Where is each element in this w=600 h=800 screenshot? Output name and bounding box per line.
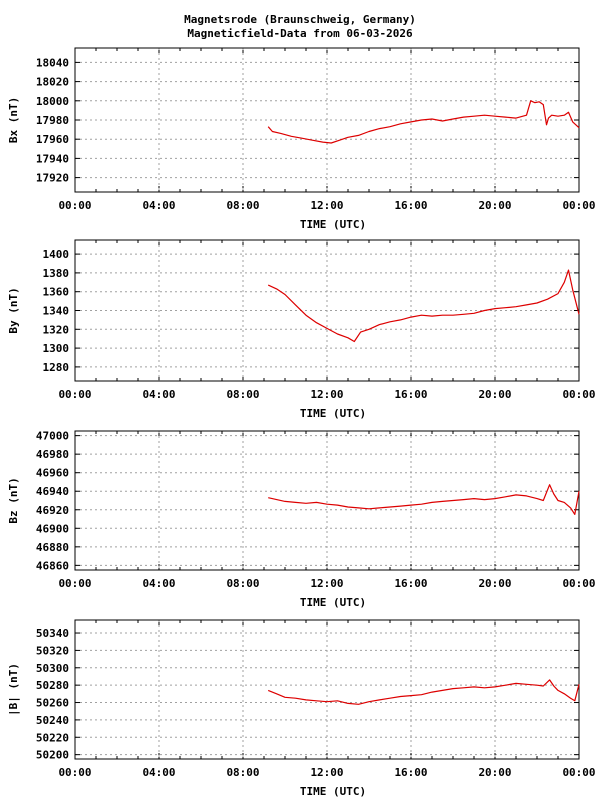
bx-series-line: [267, 100, 580, 144]
bx-xtick-label: 20:00: [478, 199, 511, 212]
bx-xtick-label: 16:00: [394, 199, 427, 212]
b-total-xtick-label: 16:00: [394, 766, 427, 779]
b-total-plot-frame: [74, 619, 580, 760]
bz-ytick-label: 46880: [36, 541, 69, 554]
bz-series-line: [268, 484, 580, 516]
b-total-series-line: [267, 679, 580, 705]
bx-xtick-label: 00:00: [58, 199, 91, 212]
b-total-xtick-label: 12:00: [310, 766, 343, 779]
bx-ytick-label: 17920: [36, 172, 69, 185]
bx-xtick-label: 08:00: [226, 199, 259, 212]
bx-ytick-label: 18020: [36, 76, 69, 89]
b-total-xaxis-label: TIME (UTC): [300, 785, 366, 798]
b-total-ytick-label: 50260: [36, 697, 69, 710]
by-xtick-label: 20:00: [478, 388, 511, 401]
bz-xtick-label: 04:00: [142, 577, 175, 590]
by-ytick-label: 1340: [43, 305, 70, 318]
b-total-xtick-label: 08:00: [226, 766, 259, 779]
b-total-xtick-label: 04:00: [142, 766, 175, 779]
bz-plot-frame: [74, 430, 580, 571]
bx-plot-frame: [74, 47, 580, 193]
by-ytick-label: 1400: [43, 248, 70, 261]
bz-xtick-label: 20:00: [478, 577, 511, 590]
bz-ytick-label: 46920: [36, 504, 69, 517]
bz-xtick-label: 12:00: [310, 577, 343, 590]
bx-yaxis-label: Bx (nT): [7, 97, 20, 143]
by-ytick-label: 1300: [43, 342, 70, 355]
bz-ytick-label: 46940: [36, 485, 69, 498]
by-xtick-label: 08:00: [226, 388, 259, 401]
bz-xaxis-label: TIME (UTC): [300, 596, 366, 609]
by-yaxis-label: By (nT): [7, 287, 20, 333]
by-ytick-label: 1320: [43, 323, 70, 336]
by-series-line: [267, 269, 580, 343]
bx-ytick-label: 18040: [36, 56, 69, 69]
bx-xtick-label: 04:00: [142, 199, 175, 212]
by-xtick-label: 00:00: [58, 388, 91, 401]
b-total-xtick-label: 20:00: [478, 766, 511, 779]
by-xtick-label: 12:00: [310, 388, 343, 401]
bx-xtick-label: 00:00: [562, 199, 595, 212]
bx-xaxis-label: TIME (UTC): [300, 218, 366, 231]
by-xtick-label: 00:00: [562, 388, 595, 401]
bz-xtick-label: 00:00: [562, 577, 595, 590]
chart-subtitle: Magneticfield-Data from 06-03-2026: [187, 27, 413, 40]
b-total-ytick-label: 50240: [36, 714, 69, 727]
b-total-xtick-label: 00:00: [58, 766, 91, 779]
b-total-yaxis-label: |B| (nT): [7, 663, 20, 716]
bx-ytick-label: 17960: [36, 133, 69, 146]
chart-title: Magnetsrode (Braunschweig, Germany): [184, 13, 416, 26]
by-xaxis-label: TIME (UTC): [300, 407, 366, 420]
by-ytick-label: 1380: [43, 267, 70, 280]
by-xtick-label: 16:00: [394, 388, 427, 401]
b-total-ytick-label: 50280: [36, 679, 69, 692]
by-xtick-label: 04:00: [142, 388, 175, 401]
bz-ytick-label: 47000: [36, 430, 69, 443]
b-total-ytick-label: 50340: [36, 627, 69, 640]
b-total-ytick-label: 50300: [36, 662, 69, 675]
bx-xtick-label: 12:00: [310, 199, 343, 212]
b-total-ytick-label: 50320: [36, 644, 69, 657]
bz-yaxis-label: Bz (nT): [7, 477, 20, 523]
by-plot-frame: [74, 239, 580, 382]
bz-ytick-label: 46980: [36, 448, 69, 461]
bx-ytick-label: 17940: [36, 152, 69, 165]
bz-ytick-label: 46860: [36, 559, 69, 572]
by-ytick-label: 1280: [43, 361, 70, 374]
bz-ytick-label: 46900: [36, 522, 69, 535]
bz-xtick-label: 16:00: [394, 577, 427, 590]
b-total-ytick-label: 50220: [36, 731, 69, 744]
bz-xtick-label: 08:00: [226, 577, 259, 590]
bx-ytick-label: 17980: [36, 114, 69, 127]
bz-ytick-label: 46960: [36, 467, 69, 480]
by-ytick-label: 1360: [43, 286, 70, 299]
bx-ytick-label: 18000: [36, 95, 69, 108]
bz-xtick-label: 00:00: [58, 577, 91, 590]
b-total-ytick-label: 50200: [36, 749, 69, 762]
b-total-xtick-label: 00:00: [562, 766, 595, 779]
